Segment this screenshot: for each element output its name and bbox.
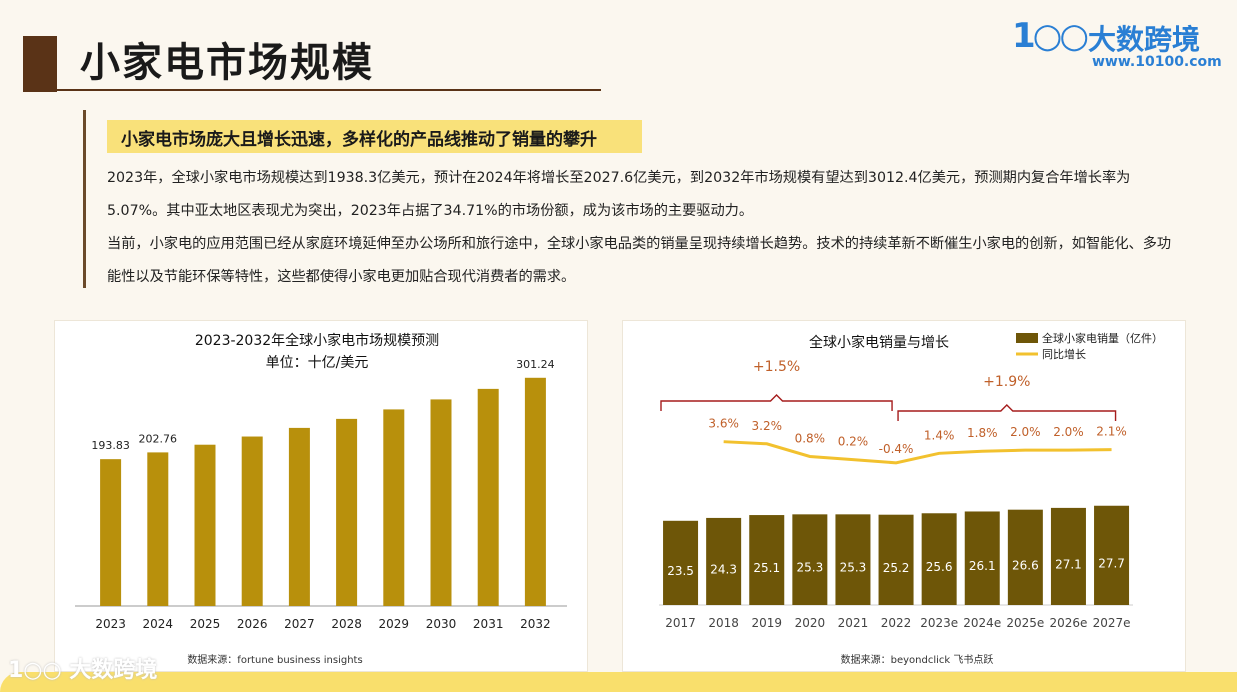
bar-label-2023e: 25.6	[926, 560, 953, 574]
market-forecast-chart-panel: 2023-2032年全球小家电市场规模预测 单位：十亿/美元 2023 193.83 2…	[54, 320, 588, 672]
chart-subtitle: 单位：十亿/美元	[266, 355, 369, 371]
x-tick-2022: 2022	[881, 616, 912, 630]
x-tick-2028: 2028	[331, 617, 362, 631]
x-tick-2021: 2021	[838, 616, 869, 630]
data-source: 数据来源：beyondclick 飞书点跃	[841, 653, 994, 666]
x-tick-2026: 2026	[237, 617, 268, 631]
bracket-2	[897, 404, 1117, 421]
bar-label-2024: 202.76	[139, 432, 178, 445]
bar-2019	[749, 515, 785, 605]
logo-name: 大数跨境	[1088, 23, 1201, 56]
data-source: 数据来源：fortune business insights	[187, 653, 362, 666]
bar-label-2023: 193.83	[91, 439, 130, 452]
bar-2024	[147, 452, 169, 606]
growth-label-2027e: 2.1%	[1096, 425, 1127, 439]
x-tick-2025e: 2025e	[1006, 616, 1044, 630]
legend-bar-label: 全球小家电销量（亿件）	[1042, 331, 1163, 345]
bar-2027	[288, 427, 310, 606]
growth-label-2026e: 2.0%	[1053, 425, 1084, 439]
bar-label-2022: 25.2	[883, 561, 910, 575]
bar-2024e	[964, 511, 1000, 605]
bar-2031	[477, 388, 499, 606]
growth-label-2019: 3.2%	[752, 419, 783, 433]
x-tick-2031: 2031	[473, 617, 504, 631]
application-paragraph: 当前，小家电的应用范围已经从家庭环境延伸至办公场所和旅行途中，全球小家电品类的销…	[107, 236, 1172, 285]
x-tick-2017: 2017	[665, 616, 696, 630]
logo-mark-icon: 1○○	[1012, 16, 1089, 56]
x-tick-2032: 2032	[520, 617, 551, 631]
growth-label-2024e: 1.8%	[967, 426, 998, 440]
x-tick-2024: 2024	[143, 617, 174, 631]
bar-label-2018: 24.3	[710, 562, 737, 576]
bar-label-2024e: 26.1	[969, 559, 996, 573]
growth-label-2025e: 2.0%	[1010, 425, 1041, 439]
bar-2030	[430, 399, 452, 606]
bracket-label-2: +1.9%	[983, 374, 1030, 390]
x-tick-2026e: 2026e	[1049, 616, 1087, 630]
legend-line-label: 同比增长	[1042, 347, 1086, 361]
bracket-1	[660, 394, 893, 411]
sales-growth-chart: 全球小家电销量与增长 全球小家电销量（亿件） 同比增长 23.5 2017 24.3 201…	[659, 331, 1163, 666]
chart-title: 2023-2032年全球小家电市场规模预测	[195, 332, 439, 349]
x-tick-2030: 2030	[426, 617, 457, 631]
bar-2029	[383, 409, 405, 606]
brand-logo: 1○○ 大数跨境 www.10100.com	[1012, 14, 1222, 74]
bar-2028	[336, 418, 358, 606]
page-title: 小家电市场规模	[80, 40, 374, 86]
growth-line	[723, 440, 1112, 465]
key-finding-banner: 小家电市场庞大且增长迅速，多样化的产品线推动了销量的攀升	[107, 120, 642, 153]
bar-label-2025e: 26.6	[1012, 558, 1039, 572]
growth-label-2023e: 1.4%	[924, 428, 955, 442]
watermark-logo: 1○○ 大数跨境	[8, 658, 158, 683]
bar-2025e	[1007, 509, 1043, 605]
bar-2026e	[1050, 507, 1086, 605]
bar-2022	[878, 514, 914, 605]
footer-band	[0, 672, 1237, 692]
bar-label-2017: 23.5	[667, 564, 694, 578]
growth-label-2022: -0.4%	[879, 442, 914, 456]
sales-growth-chart-panel: 全球小家电销量与增长 全球小家电销量（亿件） 同比增长 23.5 2017 24.3 201…	[622, 320, 1186, 672]
bar-2025	[194, 444, 216, 606]
x-tick-2027e: 2027e	[1093, 616, 1131, 630]
title-accent-bar	[23, 36, 57, 92]
bar-2032	[524, 377, 546, 606]
bar-label-2026e: 27.1	[1055, 557, 1082, 571]
x-tick-2018: 2018	[708, 616, 739, 630]
bar-2018	[706, 517, 742, 605]
x-tick-2023e: 2023e	[920, 616, 958, 630]
bar-2021	[835, 514, 871, 605]
bar-2017	[663, 520, 699, 605]
x-tick-2019: 2019	[751, 616, 782, 630]
chart-title: 全球小家电销量与增长	[809, 334, 949, 351]
bar-2026	[241, 436, 263, 606]
bar-2023e	[921, 513, 957, 605]
logo-url: www.10100.com	[1092, 54, 1222, 70]
bar-2027e	[1094, 505, 1130, 605]
market-size-paragraph: 2023年，全球小家电市场规模达到1938.3亿美元，预计在2024年将增长至2…	[107, 170, 1131, 219]
growth-label-2018: 3.6%	[708, 417, 739, 431]
key-finding-text: 小家电市场庞大且增长迅速，多样化的产品线推动了销量的攀升	[121, 130, 597, 150]
x-tick-2023: 2023	[95, 617, 126, 631]
section-rule	[83, 110, 86, 288]
bar-2023	[100, 459, 122, 606]
legend-bar-swatch	[1016, 333, 1038, 343]
bar-label-2027e: 27.7	[1098, 556, 1125, 570]
bar-label-2020: 25.3	[796, 561, 823, 575]
bar-label-2032: 301.24	[516, 358, 555, 371]
bracket-label-1: +1.5%	[753, 359, 800, 375]
x-tick-2027: 2027	[284, 617, 315, 631]
title-underline	[23, 89, 601, 91]
growth-label-2020: 0.8%	[795, 431, 826, 445]
x-tick-2029: 2029	[379, 617, 410, 631]
x-tick-2025: 2025	[190, 617, 221, 631]
bar-label-2019: 25.1	[753, 561, 780, 575]
bar-2020	[792, 514, 828, 605]
bar-label-2021: 25.3	[840, 561, 867, 575]
x-tick-2024e: 2024e	[963, 616, 1001, 630]
growth-label-2021: 0.2%	[838, 435, 869, 449]
x-tick-2020: 2020	[795, 616, 826, 630]
